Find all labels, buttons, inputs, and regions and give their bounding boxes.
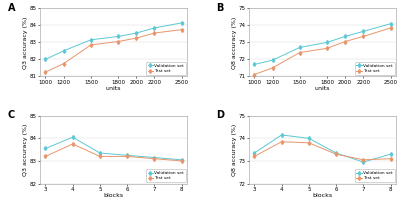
Test set xyxy=(152,32,157,34)
Validation set xyxy=(388,153,393,156)
Line: Test set: Test set xyxy=(253,140,392,161)
Validation set xyxy=(152,27,157,29)
Validation set xyxy=(324,41,329,44)
Test set xyxy=(343,40,348,43)
Test set xyxy=(252,155,257,158)
Test set xyxy=(88,44,93,46)
X-axis label: units: units xyxy=(106,86,121,91)
Test set xyxy=(270,66,275,69)
Validation set xyxy=(43,58,48,61)
Validation set xyxy=(88,39,93,41)
X-axis label: units: units xyxy=(315,86,330,91)
Text: D: D xyxy=(216,110,224,120)
Y-axis label: Q3 accuracy (%): Q3 accuracy (%) xyxy=(24,123,28,176)
Legend: Validation set, Test set: Validation set, Test set xyxy=(146,62,186,75)
Test set xyxy=(125,155,130,158)
Validation set xyxy=(270,59,275,61)
Validation set xyxy=(98,152,102,154)
Validation set xyxy=(61,50,66,52)
Test set xyxy=(43,71,48,73)
Text: A: A xyxy=(8,3,15,13)
Test set xyxy=(43,155,48,158)
Test set xyxy=(361,35,366,38)
Line: Test set: Test set xyxy=(44,143,183,162)
Validation set xyxy=(306,137,311,140)
Test set xyxy=(297,51,302,54)
Test set xyxy=(134,37,139,39)
Test set xyxy=(70,143,75,145)
Legend: Validation set, Test set: Validation set, Test set xyxy=(355,169,395,182)
X-axis label: blocks: blocks xyxy=(104,193,124,198)
Legend: Validation set, Test set: Validation set, Test set xyxy=(355,62,395,75)
Test set xyxy=(324,47,329,50)
Test set xyxy=(361,158,366,161)
Validation set xyxy=(179,158,184,161)
Validation set xyxy=(388,22,393,25)
Test set xyxy=(61,62,66,65)
Test set xyxy=(179,160,184,162)
Test set xyxy=(279,141,284,143)
Test set xyxy=(116,40,120,43)
Y-axis label: Q8 accuracy (%): Q8 accuracy (%) xyxy=(232,123,237,176)
Y-axis label: Q3 accuracy (%): Q3 accuracy (%) xyxy=(24,16,28,69)
Test set xyxy=(388,27,393,29)
Line: Test set: Test set xyxy=(44,28,183,73)
Text: B: B xyxy=(216,3,224,13)
X-axis label: blocks: blocks xyxy=(312,193,332,198)
Validation set xyxy=(361,161,366,163)
Validation set xyxy=(297,46,302,49)
Test set xyxy=(252,73,257,76)
Validation set xyxy=(116,35,120,38)
Test set xyxy=(306,142,311,144)
Test set xyxy=(179,28,184,31)
Line: Validation set: Validation set xyxy=(253,134,392,164)
Validation set xyxy=(179,22,184,24)
Line: Validation set: Validation set xyxy=(253,22,392,66)
Validation set xyxy=(361,30,366,33)
Validation set xyxy=(334,152,338,154)
Line: Validation set: Validation set xyxy=(44,136,183,161)
Line: Test set: Test set xyxy=(253,27,392,76)
Test set xyxy=(388,157,393,160)
Legend: Validation set, Test set: Validation set, Test set xyxy=(146,169,186,182)
Validation set xyxy=(125,154,130,157)
Text: C: C xyxy=(8,110,15,120)
Validation set xyxy=(134,32,139,34)
Validation set xyxy=(279,134,284,136)
Validation set xyxy=(70,136,75,138)
Test set xyxy=(152,157,157,160)
Y-axis label: Q8 accuracy (%): Q8 accuracy (%) xyxy=(232,16,237,69)
Validation set xyxy=(343,35,348,38)
Validation set xyxy=(152,156,157,159)
Test set xyxy=(98,155,102,158)
Test set xyxy=(334,153,338,156)
Validation set xyxy=(43,147,48,150)
Validation set xyxy=(252,63,257,66)
Line: Validation set: Validation set xyxy=(44,22,183,61)
Validation set xyxy=(252,152,257,154)
